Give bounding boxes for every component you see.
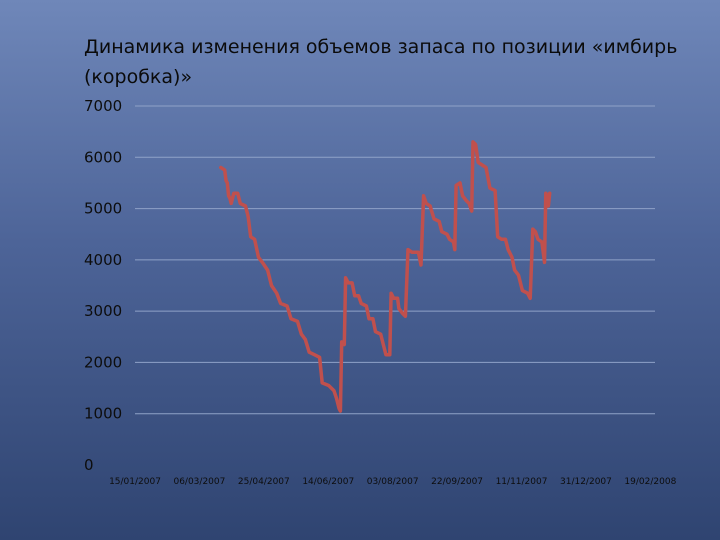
chart-title: Динамика изменения объемов запаса по поз… xyxy=(84,36,678,88)
x-tick-label: 03/08/2007 xyxy=(367,477,419,487)
x-tick-label: 19/02/2008 xyxy=(624,477,676,487)
x-tick-label: 31/12/2007 xyxy=(560,477,612,487)
y-tick-label: 4000 xyxy=(84,251,122,269)
x-tick-label: 11/11/2007 xyxy=(496,477,548,487)
y-tick-label: 0 xyxy=(84,456,94,474)
y-tick-label: 7000 xyxy=(84,97,122,115)
y-tick-label: 2000 xyxy=(84,353,122,371)
y-tick-label: 5000 xyxy=(84,200,122,218)
x-tick-label: 06/03/2007 xyxy=(173,477,225,487)
y-tick-label: 6000 xyxy=(84,148,122,166)
x-tick-label: 25/04/2007 xyxy=(238,477,290,487)
x-tick-label: 15/01/2007 xyxy=(109,477,161,487)
series-line xyxy=(219,140,552,413)
y-tick-label: 1000 xyxy=(84,405,122,423)
x-tick-label: 22/09/2007 xyxy=(431,477,483,487)
y-tick-label: 3000 xyxy=(84,302,122,320)
x-tick-label: 14/06/2007 xyxy=(302,477,354,487)
